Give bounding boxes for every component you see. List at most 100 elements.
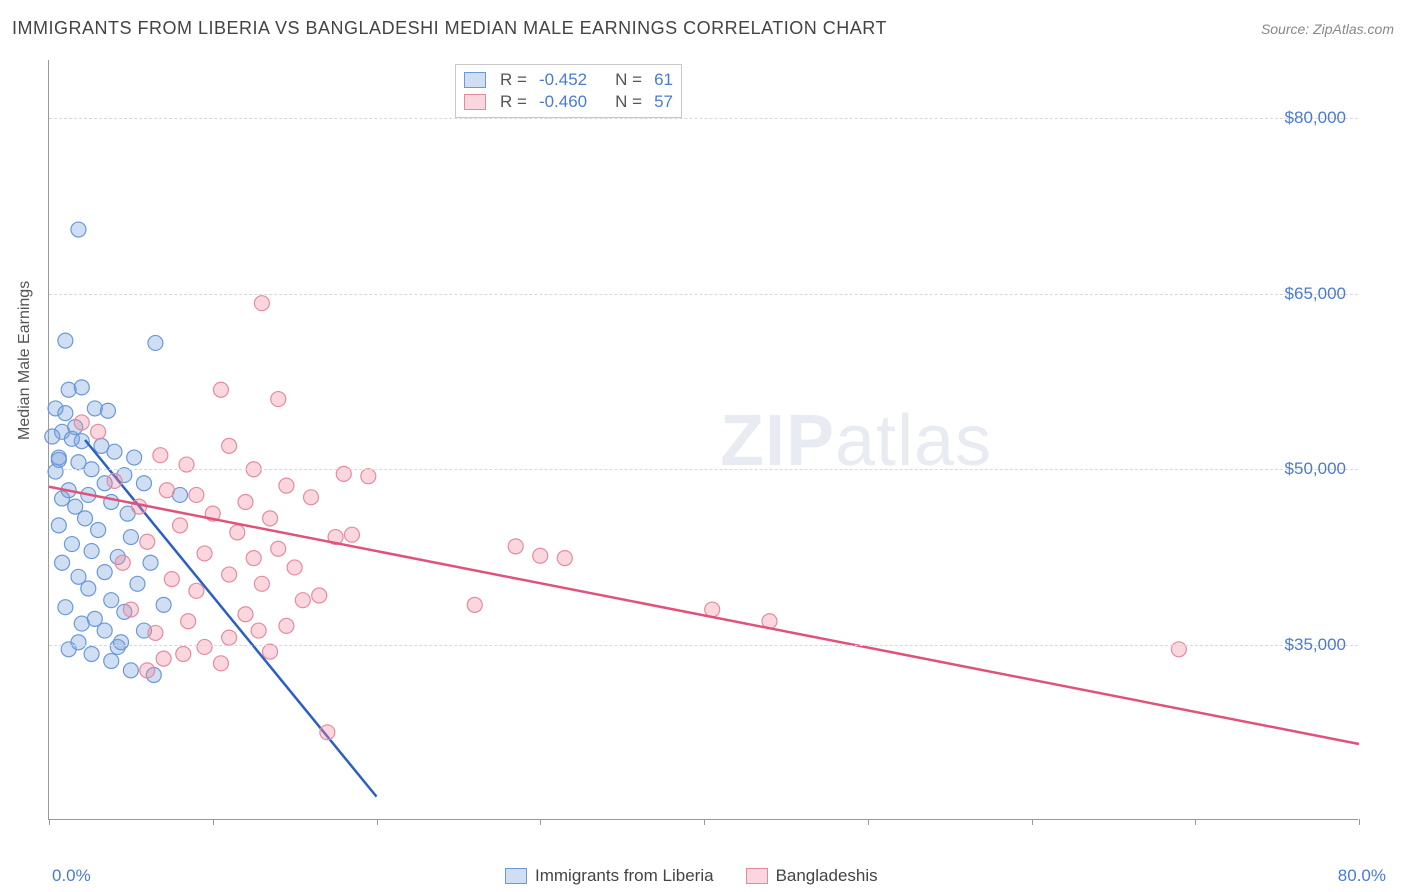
scatter-point bbox=[58, 600, 73, 615]
legend-swatch bbox=[464, 94, 486, 110]
scatter-point bbox=[97, 565, 112, 580]
scatter-point bbox=[304, 490, 319, 505]
legend-swatch bbox=[746, 868, 768, 884]
series-legend-entry: Bangladeshis bbox=[746, 866, 878, 886]
stats-legend-row: R = -0.460N = 57 bbox=[464, 91, 673, 113]
scatter-point bbox=[222, 567, 237, 582]
scatter-point bbox=[213, 382, 228, 397]
y-axis-title: Median Male Earnings bbox=[16, 281, 34, 440]
series-legend-entry: Immigrants from Liberia bbox=[505, 866, 714, 886]
legend-swatch bbox=[505, 868, 527, 884]
scatter-point bbox=[189, 583, 204, 598]
scatter-point bbox=[156, 597, 171, 612]
scatter-point bbox=[344, 527, 359, 542]
scatter-point bbox=[230, 525, 245, 540]
scatter-point bbox=[271, 392, 286, 407]
stats-legend-row: R = -0.452N = 61 bbox=[464, 69, 673, 91]
chart-header: IMMIGRANTS FROM LIBERIA VS BANGLADESHI M… bbox=[12, 18, 1394, 39]
y-tick-label: $80,000 bbox=[1285, 108, 1346, 128]
x-tick bbox=[868, 819, 869, 825]
scatter-point bbox=[45, 429, 60, 444]
x-max-label: 80.0% bbox=[1338, 866, 1386, 886]
source-name: ZipAtlas.com bbox=[1313, 21, 1394, 37]
scatter-point bbox=[61, 382, 76, 397]
x-tick bbox=[1032, 819, 1033, 825]
x-tick bbox=[540, 819, 541, 825]
scatter-point bbox=[533, 548, 548, 563]
scatter-point bbox=[84, 646, 99, 661]
scatter-point bbox=[173, 518, 188, 533]
scatter-point bbox=[87, 611, 102, 626]
chart-title: IMMIGRANTS FROM LIBERIA VS BANGLADESHI M… bbox=[12, 18, 887, 39]
x-tick bbox=[49, 819, 50, 825]
scatter-point bbox=[104, 593, 119, 608]
scatter-point bbox=[251, 623, 266, 638]
scatter-point bbox=[312, 588, 327, 603]
scatter-point bbox=[148, 625, 163, 640]
scatter-point bbox=[361, 469, 376, 484]
gridline bbox=[49, 469, 1358, 470]
scatter-point bbox=[123, 530, 138, 545]
series-legend-label: Bangladeshis bbox=[776, 866, 878, 886]
scatter-point bbox=[51, 518, 66, 533]
scatter-point bbox=[287, 560, 302, 575]
scatter-point bbox=[123, 602, 138, 617]
chart-source: Source: ZipAtlas.com bbox=[1261, 21, 1394, 37]
scatter-point bbox=[238, 607, 253, 622]
scatter-point bbox=[140, 663, 155, 678]
scatter-point bbox=[48, 464, 63, 479]
scatter-point bbox=[140, 534, 155, 549]
scatter-point bbox=[156, 651, 171, 666]
scatter-point bbox=[55, 555, 70, 570]
scatter-point bbox=[320, 725, 335, 740]
scatter-point bbox=[295, 593, 310, 608]
scatter-point bbox=[91, 523, 106, 538]
y-tick-label: $65,000 bbox=[1285, 284, 1346, 304]
scatter-point bbox=[467, 597, 482, 612]
scatter-point bbox=[189, 487, 204, 502]
scatter-point bbox=[279, 478, 294, 493]
scatter-point bbox=[279, 618, 294, 633]
series-legend: Immigrants from Liberia Bangladeshis bbox=[505, 866, 878, 886]
scatter-point bbox=[58, 333, 73, 348]
scatter-point bbox=[114, 635, 129, 650]
scatter-point bbox=[222, 630, 237, 645]
scatter-point bbox=[164, 572, 179, 587]
scatter-point bbox=[74, 415, 89, 430]
gridline bbox=[49, 645, 1358, 646]
scatter-point bbox=[58, 406, 73, 421]
x-min-label: 0.0% bbox=[52, 866, 91, 886]
scatter-point bbox=[148, 335, 163, 350]
scatter-point bbox=[254, 576, 269, 591]
scatter-point bbox=[84, 544, 99, 559]
scatter-point bbox=[71, 222, 86, 237]
scatter-point bbox=[64, 537, 79, 552]
scatter-point bbox=[91, 424, 106, 439]
scatter-point bbox=[81, 581, 96, 596]
scatter-point bbox=[107, 444, 122, 459]
y-tick-label: $35,000 bbox=[1285, 635, 1346, 655]
x-tick bbox=[704, 819, 705, 825]
scatter-point bbox=[127, 450, 142, 465]
scatter-point bbox=[130, 576, 145, 591]
x-tick bbox=[1359, 819, 1360, 825]
scatter-point bbox=[508, 539, 523, 554]
scatter-point bbox=[74, 380, 89, 395]
scatter-point bbox=[78, 511, 93, 526]
y-tick-label: $50,000 bbox=[1285, 459, 1346, 479]
x-tick bbox=[1195, 819, 1196, 825]
scatter-point bbox=[153, 448, 168, 463]
scatter-point bbox=[197, 639, 212, 654]
scatter-point bbox=[159, 483, 174, 498]
scatter-point bbox=[254, 296, 269, 311]
source-label: Source: bbox=[1261, 21, 1313, 37]
scatter-point bbox=[107, 473, 122, 488]
gridline bbox=[49, 118, 1358, 119]
scatter-point bbox=[246, 551, 261, 566]
scatter-point bbox=[557, 551, 572, 566]
gridline bbox=[49, 294, 1358, 295]
scatter-point bbox=[115, 555, 130, 570]
scatter-point bbox=[213, 656, 228, 671]
scatter-point bbox=[181, 614, 196, 629]
scatter-point bbox=[51, 450, 66, 465]
